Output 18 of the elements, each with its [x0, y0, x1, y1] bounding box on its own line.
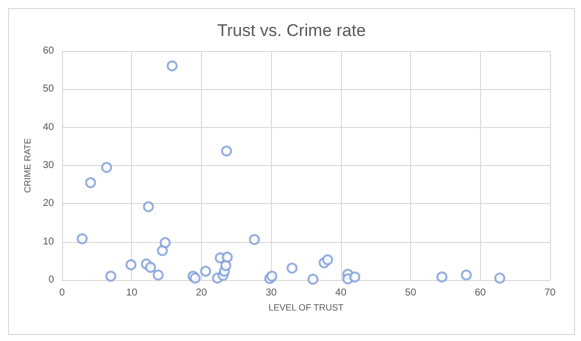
x-tick-label: 70	[544, 288, 556, 298]
y-axis-title: CRIME RATE	[22, 138, 32, 193]
x-tick-label: 0	[59, 288, 66, 298]
x-tick-label: 10	[126, 288, 138, 298]
x-axis-title: LEVEL OF TRUST	[268, 302, 344, 312]
x-tick-label: 40	[335, 288, 347, 298]
chart-title: Trust vs. Crime rate	[217, 21, 366, 40]
y-tick-label: 20	[42, 198, 54, 210]
x-tick-label: 50	[405, 288, 417, 298]
x-tick-label: 60	[474, 288, 486, 298]
y-tick-label: 30	[42, 160, 54, 171]
x-tick-label: 30	[266, 288, 278, 298]
y-tick-label: 60	[42, 46, 54, 56]
y-tick-label: 0	[48, 274, 54, 286]
y-tick-label: 50	[42, 84, 54, 95]
y-tick-label: 40	[42, 122, 54, 133]
x-tick-label: 20	[196, 288, 208, 298]
y-tick-label: 10	[42, 236, 54, 248]
